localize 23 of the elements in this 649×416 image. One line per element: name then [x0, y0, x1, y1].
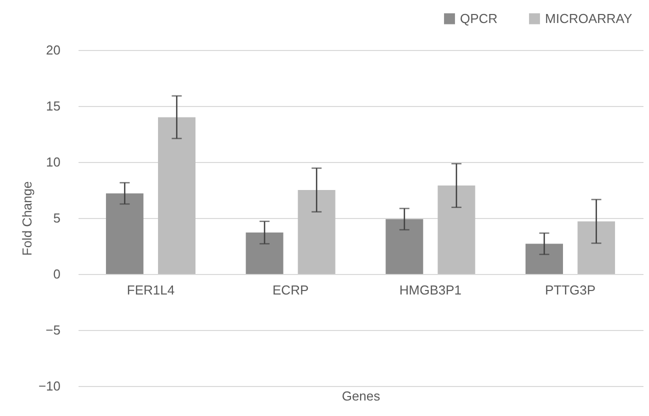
bar: [578, 221, 616, 274]
bar: [386, 219, 424, 274]
bar: [106, 193, 144, 274]
x-axis-title: Genes: [342, 388, 381, 404]
legend-label: MICROARRAY: [545, 10, 632, 26]
x-tick-label: FER1L4: [126, 282, 175, 298]
y-tick-label: −5: [46, 322, 60, 338]
y-axis-title: Fold Change: [19, 181, 34, 256]
y-tick-label: 15: [46, 98, 60, 114]
x-tick-label: PTTG3P: [544, 282, 596, 298]
y-tick-label: −10: [38, 378, 60, 394]
bar: [158, 117, 196, 274]
y-tick-label: 20: [46, 42, 60, 58]
bar: [526, 244, 563, 274]
x-tick-label: HMGB3P1: [399, 282, 462, 298]
y-tick-label: 5: [53, 210, 60, 226]
bar: [246, 232, 284, 274]
legend-label: QPCR: [460, 10, 498, 26]
x-tick-label: ECRP: [272, 282, 309, 298]
y-tick-label: 10: [46, 154, 60, 170]
y-tick-label: 0: [53, 266, 60, 282]
bar: [298, 190, 336, 274]
bar: [438, 186, 476, 274]
